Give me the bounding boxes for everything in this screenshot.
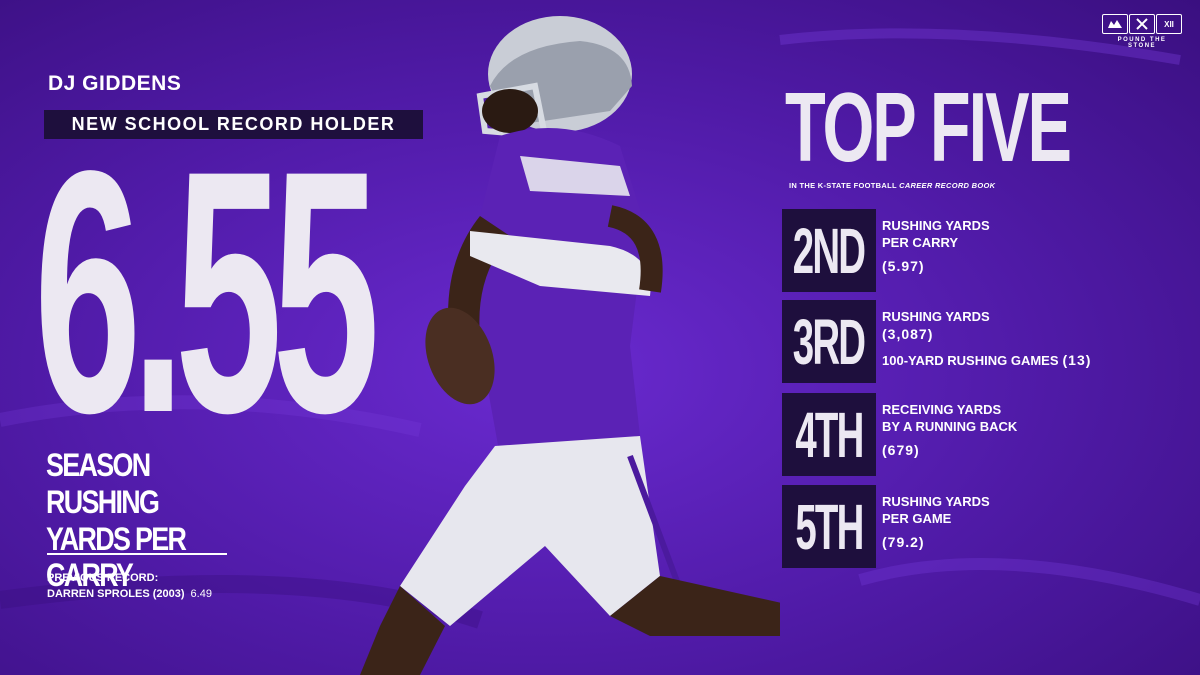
rank-line2: (3,087) [882,326,934,343]
conference-icon: XII [1156,14,1182,34]
divider [47,553,227,555]
top-five-title: TOP FIVE [785,72,1072,182]
svg-text:XII: XII [1164,20,1174,29]
rank-value: (13) [1062,351,1092,368]
rank-line1: RECEIVING YARDS [882,402,1002,417]
rank-label: 3RD [793,305,866,378]
rank-line2: BY A RUNNING BACK [882,419,1018,435]
rank-line3: 100-YARD RUSHING GAMES [882,352,1059,368]
rank-line2: PER GAME [882,511,952,527]
previous-record-holder: DARREN SPROLES (2003) [47,587,185,600]
rank-label: 5TH [795,490,864,563]
logo-tagline: POUND THE STONE [1117,37,1167,49]
wildcat-icon [1102,14,1128,34]
rank-line1: RUSHING YARDS [882,218,990,233]
rank-row-3rd: 3RD RUSHING YARDS (3,087) 100-YARD RUSHI… [782,300,1091,383]
subtitle-prefix: IN THE K-STATE FOOTBALL [789,181,900,190]
rank-value: (5.97) [882,258,925,275]
rank-label: 2ND [793,214,866,287]
rank-label: 4TH [795,398,864,471]
rank-description: RUSHING YARDS (3,087) 100-YARD RUSHING G… [882,300,1091,383]
rank-line1: RUSHING YARDS [882,494,990,509]
stat-label-line2: YARDS PER CARRY [46,520,187,594]
rank-badge: 2ND [782,209,876,292]
brand-logo: XII POUND THE STONE [1102,14,1182,49]
rank-description: RUSHING YARDS PER CARRY (5.97) [882,209,990,292]
rank-badge: 5TH [782,485,876,568]
hammers-icon [1129,14,1155,34]
rank-row-2nd: 2ND RUSHING YARDS PER CARRY (5.97) [782,209,990,292]
rank-line2: PER CARRY [882,235,959,251]
subtitle-bold: CAREER RECORD BOOK [899,181,996,190]
player-photo [360,16,780,675]
rank-badge: 4TH [782,393,876,476]
rank-line1: RUSHING YARDS [882,309,990,324]
stat-label-line1: SEASON RUSHING [46,447,160,520]
rank-description: RUSHING YARDS PER GAME (79.2) [882,485,990,568]
top-five-subtitle: IN THE K-STATE FOOTBALL CAREER RECORD BO… [789,181,995,190]
rank-value: (679) [882,442,920,459]
previous-record-value: 6.49 [190,587,212,600]
rank-value: (79.2) [882,534,925,551]
record-holder-badge: NEW SCHOOL RECORD HOLDER [44,110,423,139]
previous-record: PREVIOUS RECORD: DARREN SPROLES (2003) 6.… [47,571,212,603]
rank-row-5th: 5TH RUSHING YARDS PER GAME (79.2) [782,485,990,568]
rank-description: RECEIVING YARDS BY A RUNNING BACK (679) [882,393,1017,476]
rank-badge: 3RD [782,300,876,383]
previous-record-label: PREVIOUS RECORD: [47,572,159,584]
stat-label: SEASON RUSHING YARDS PER CARRY [46,447,248,594]
player-name: DJ GIDDENS [48,72,182,95]
record-stat-value: 6.55 [34,100,380,485]
rank-row-4th: 4TH RECEIVING YARDS BY A RUNNING BACK (6… [782,393,1017,476]
